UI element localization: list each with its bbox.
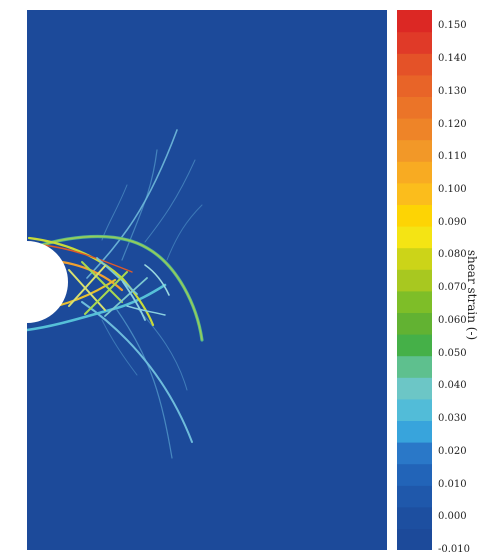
colorbar-segment <box>397 139 432 162</box>
colorbar-segment <box>397 463 432 486</box>
shear-band-arc <box>27 283 167 332</box>
colorbar-tick-label: 0.150 <box>438 20 467 32</box>
colorbar-tick-label: 0.080 <box>438 249 467 261</box>
shear-band <box>101 319 138 376</box>
circular-hole <box>27 242 67 322</box>
colorbar-tick-label: 0.050 <box>438 347 467 359</box>
colorbar-tick-label: 0.090 <box>438 216 467 228</box>
colorbar-segment <box>397 269 432 292</box>
colorbar-tick-label: 0.070 <box>438 282 467 294</box>
colorbar-segment <box>397 247 432 270</box>
colorbar-tick-label: 0.140 <box>438 53 467 65</box>
colorbar-segment <box>397 290 432 313</box>
colorbar-tick-label: 0.100 <box>438 184 467 195</box>
colorbar-segment <box>397 204 432 227</box>
shear-band-arc <box>41 244 133 273</box>
shear-band <box>166 204 203 261</box>
colorbar-segment <box>397 377 432 400</box>
colorbar <box>397 10 432 550</box>
shear-band <box>86 129 178 279</box>
shear-bands <box>27 129 204 459</box>
shear-band-cross <box>144 264 170 296</box>
colorbar-segment <box>397 74 432 97</box>
colorbar-segment <box>397 506 432 529</box>
shear-band-cross <box>81 261 123 303</box>
colorbar-tick-label: 0.010 <box>438 478 467 490</box>
strain-field-plot <box>27 10 387 550</box>
colorbar-tick-label: 0.120 <box>438 118 467 130</box>
colorbar-tick-label: 0.130 <box>438 85 467 97</box>
shear-band-arc <box>27 235 203 341</box>
circular-hole-edge <box>27 241 68 323</box>
shear-band-cross <box>84 271 128 315</box>
shear-band <box>121 149 158 261</box>
colorbar-tick-label: 0.000 <box>438 511 467 523</box>
strain-field-svg <box>27 10 387 550</box>
colorbar-tick-label: 0.040 <box>438 380 467 392</box>
shear-band-cross <box>122 281 146 321</box>
colorbar-segment <box>397 226 432 249</box>
shear-band-cross <box>68 269 106 311</box>
shear-band-arc <box>27 236 155 327</box>
shear-band <box>144 159 196 243</box>
colorbar-svg <box>397 10 432 550</box>
colorbar-segment <box>397 118 432 141</box>
colorbar-segment <box>397 485 432 508</box>
colorbar-label: shear strain (-) <box>465 249 479 341</box>
colorbar-tick-label: 0.030 <box>438 413 467 425</box>
colorbar-tick-label: 0.020 <box>438 445 467 457</box>
colorbar-segment <box>397 96 432 119</box>
colorbar-segment <box>397 182 432 205</box>
shear-band-cross <box>126 305 166 316</box>
shear-band-cross <box>104 277 148 317</box>
colorbar-segment <box>397 161 432 184</box>
shear-band-cross <box>68 265 106 307</box>
colorbar-segment <box>397 31 432 54</box>
colorbar-segment <box>397 10 432 33</box>
colorbar-segment <box>397 528 432 550</box>
colorbar-segment <box>397 312 432 335</box>
colorbar-segment <box>397 420 432 443</box>
colorbar-segment <box>397 442 432 465</box>
colorbar-segment <box>397 398 432 421</box>
colorbar-segment <box>397 53 432 76</box>
shear-band-cross <box>96 257 138 295</box>
colorbar-tick-label: 0.110 <box>438 151 467 163</box>
shear-band <box>81 301 193 443</box>
colorbar-tick-label: -0.010 <box>438 544 471 555</box>
shear-band <box>116 309 173 459</box>
colorbar-segment <box>397 355 432 378</box>
colorbar-tick-label: 0.060 <box>438 314 467 326</box>
field-background <box>27 10 387 550</box>
colorbar-segment <box>397 334 432 357</box>
